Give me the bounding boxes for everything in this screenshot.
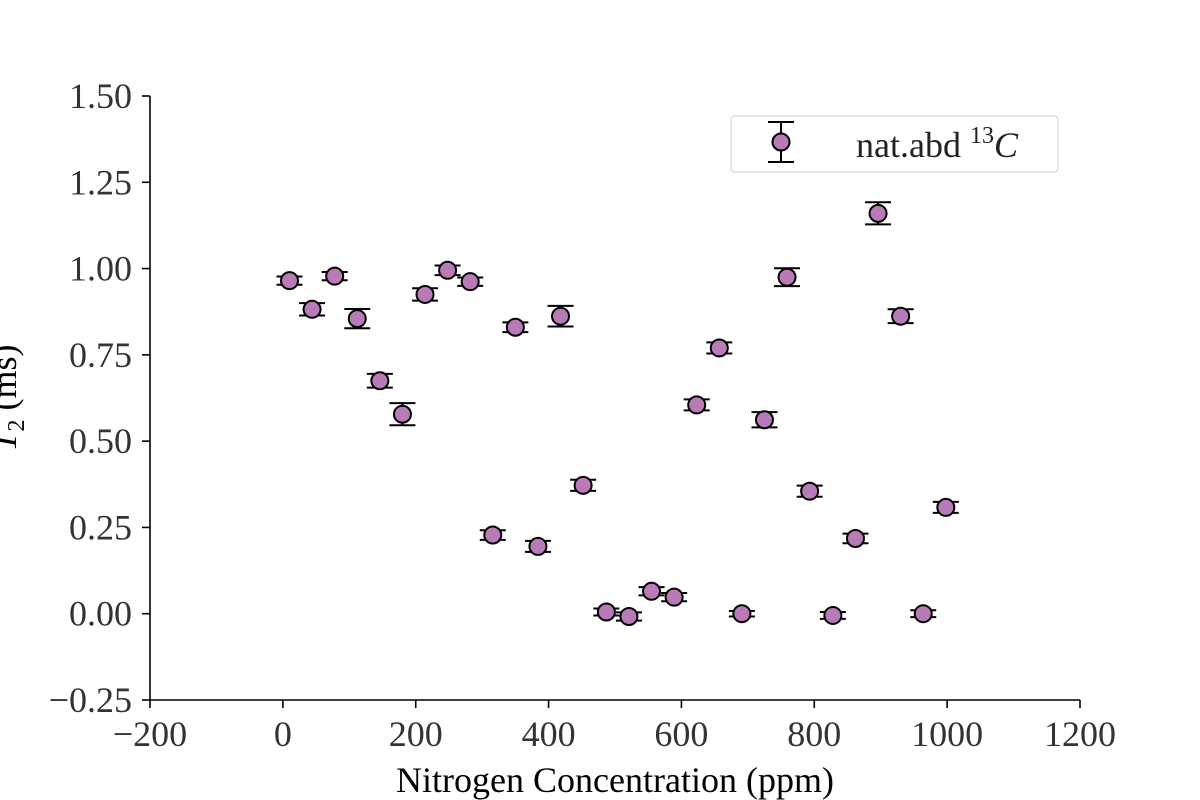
data-point — [344, 307, 371, 330]
legend-marker-circle — [771, 132, 791, 152]
legend-label: nat.abd 13C — [856, 123, 1019, 165]
data-point — [638, 581, 665, 601]
y-tick-label: 0.00 — [69, 594, 132, 634]
data-point — [774, 267, 801, 288]
marker-circle — [913, 604, 933, 624]
marker-circle — [823, 605, 843, 625]
data-point — [389, 402, 416, 427]
data-point — [502, 317, 529, 337]
data-point — [728, 604, 755, 624]
marker-circle — [573, 475, 593, 495]
marker-circle — [483, 525, 503, 545]
marker-circle — [280, 271, 299, 291]
x-axis-title: Nitrogen Concentration (ppm) — [396, 760, 834, 800]
x-tick-label: 1200 — [1044, 714, 1116, 754]
data-point — [796, 481, 823, 501]
data-point — [299, 299, 326, 319]
y-tick-label: 0.50 — [69, 421, 132, 461]
marker-circle — [754, 410, 774, 430]
data-point — [412, 284, 439, 304]
marker-circle — [687, 395, 707, 415]
data-point — [932, 497, 959, 517]
data-point — [887, 306, 914, 326]
marker-circle — [302, 299, 322, 319]
legend-frame — [730, 115, 1059, 173]
data-point — [547, 304, 574, 328]
marker-circle — [891, 306, 911, 326]
data-point — [706, 338, 733, 358]
data-point — [479, 525, 506, 545]
data-point — [819, 605, 846, 625]
data-point — [910, 604, 937, 624]
marker-circle — [845, 528, 865, 548]
marker-circle — [868, 203, 888, 223]
marker-circle — [505, 317, 525, 337]
y-tick-label: 1.25 — [69, 162, 132, 202]
x-tick-label: 0 — [274, 714, 292, 754]
data-point — [321, 266, 348, 286]
marker-circle — [460, 272, 480, 292]
marker-circle — [709, 338, 729, 358]
y-tick-label: 1.50 — [69, 76, 132, 116]
marker-circle — [392, 404, 412, 424]
data-point — [751, 410, 778, 430]
marker-circle — [596, 602, 616, 622]
data-point — [524, 536, 551, 556]
marker-circle — [415, 284, 435, 304]
x-tick-label: 1000 — [911, 714, 983, 754]
data-point — [366, 371, 393, 391]
marker-circle — [642, 581, 662, 601]
marker-circle — [936, 497, 956, 517]
marker-circle — [551, 306, 571, 326]
y-axis-title: T2 (ms) — [0, 344, 30, 451]
y-tick-label: 0.25 — [69, 507, 132, 547]
x-tick-label: 200 — [389, 714, 443, 754]
x-tick-label: 800 — [787, 714, 841, 754]
data-point — [842, 528, 869, 548]
data-point — [276, 271, 303, 291]
marker-circle — [370, 371, 390, 391]
legend-marker — [768, 121, 794, 163]
legend: nat.abd 13C — [730, 115, 1059, 173]
data-point — [615, 606, 642, 626]
y-tick-label: 0.75 — [69, 335, 132, 375]
data-point — [865, 201, 892, 226]
marker-circle — [325, 266, 345, 286]
plot-area: −200 0 200 400 600 800 1000 1200 −0.25 0.00 0.25 0.… — [49, 76, 1116, 754]
y-tick-label: 1.00 — [69, 249, 132, 289]
marker-circle — [619, 606, 639, 626]
marker-circle — [528, 536, 548, 556]
data-point — [661, 587, 688, 607]
data-point — [457, 272, 484, 292]
marker-circle — [438, 260, 458, 280]
marker-circle — [664, 587, 684, 607]
data-point — [593, 602, 620, 622]
marker-circle — [777, 267, 797, 287]
x-tick-label: 600 — [654, 714, 708, 754]
y-tick-label: −0.25 — [49, 680, 132, 720]
marker-circle — [800, 481, 820, 501]
marker-circle — [732, 604, 752, 624]
data-point — [683, 395, 710, 415]
x-tick-label: 400 — [522, 714, 576, 754]
data-point — [570, 475, 597, 495]
marker-circle — [347, 309, 367, 329]
data-point — [434, 260, 461, 280]
x-tick-label: −200 — [113, 714, 187, 754]
